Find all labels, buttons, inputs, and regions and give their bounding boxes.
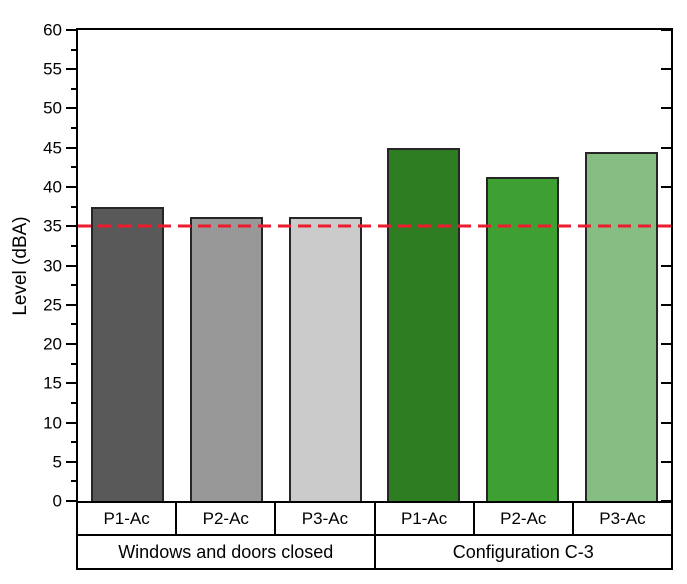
y-axis-right-tick [661,264,671,267]
bar-p2-ac-group1 [189,216,263,501]
y-axis-major-tick [66,29,76,31]
y-axis-tick-label: 25 [43,295,62,315]
y-axis-right-tick [661,185,671,188]
category-label: P2-Ac [175,503,274,534]
y-axis-minor-tick [71,87,76,90]
bar-slot [473,30,572,501]
y-axis-major-tick [66,68,76,71]
bar-slot [177,30,276,501]
y-axis-major-tick [66,460,76,463]
y-axis-title: Level (dBA) [10,216,31,316]
group-label-row: Windows and doors closed Configuration C… [78,536,671,568]
y-axis-tick-label: 55 [43,59,62,79]
y-axis-major-tick [66,185,76,188]
y-axis-major-tick [66,421,76,424]
y-axis-tick-label: 10 [43,413,62,432]
y-axis-right-tick [661,146,671,149]
category-label: P3-Ac [571,503,671,534]
y-axis-tick-label: 0 [52,491,62,511]
y-axis-minor-tick [71,323,76,326]
y-axis-major-tick [66,500,76,502]
y-axis-tick-label: 30 [43,256,62,275]
y-axis-major-tick [66,342,76,345]
reference-line [78,224,671,228]
y-axis-right-tick [661,382,671,385]
y-axis-major-tick [66,225,76,228]
y-axis-tick-label: 50 [43,98,62,118]
bar-slot [374,30,473,501]
y-axis-major-tick [66,382,76,385]
y-axis-right-tick [661,68,671,71]
bar-slot [276,30,375,501]
category-label: P3-Ac [274,503,373,534]
y-axis-minor-tick [71,284,76,287]
y-axis-major-tick [66,107,76,110]
category-label-row: P1-Ac P2-Ac P3-Ac P1-Ac P2-Ac P3-Ac [78,503,671,536]
bar-slot [78,30,177,501]
y-axis-major-tick [66,303,76,306]
bar-slot [572,30,671,501]
y-axis-tick-label: 35 [43,216,62,236]
y-axis-minor-tick [71,244,76,247]
bar-p1-ac-group2 [387,147,461,501]
y-axis-major-tick [66,264,76,267]
y-axis-minor-tick [71,205,76,208]
y-axis-right-tick [661,342,671,345]
y-axis-minor-tick [71,48,76,51]
bar-p3-ac-group1 [288,216,362,501]
y-axis-right-tick [661,421,671,424]
y-axis-minor-tick [71,401,76,404]
y-axis-right-tick [661,29,671,31]
x-axis-table: P1-Ac P2-Ac P3-Ac P1-Ac P2-Ac P3-Ac Wind… [76,501,673,570]
y-axis-right-tick [661,460,671,463]
bar-p3-ac-group2 [585,152,659,501]
y-axis-tick-label: 45 [43,138,62,158]
y-axis-minor-tick [71,127,76,130]
y-axis-minor-tick [71,441,76,444]
y-axis-tick-label: 15 [43,373,62,393]
y-axis-major-tick [66,146,76,149]
y-axis-minor-tick [71,362,76,365]
y-axis-right-tick [661,303,671,306]
y-axis-tick-label: 20 [43,334,62,354]
y-axis-minor-tick [71,166,76,169]
category-label: P2-Ac [472,503,572,534]
group-label: Windows and doors closed [118,542,334,562]
category-label: P1-Ac [103,509,150,528]
y-axis-minor-tick [71,480,76,483]
y-axis-tick-label: 60 [43,20,62,40]
category-label: P1-Ac [373,503,473,534]
bars-container [78,30,671,501]
bar-p2-ac-group2 [486,176,560,501]
y-axis-tick-label: 40 [43,177,62,197]
y-axis-right-tick [661,107,671,110]
y-axis-tick-label: 5 [52,452,62,472]
plot-area: 0 5 10 15 20 25 30 35 40 45 50 55 60 [43,22,673,510]
bar-p1-ac-group1 [90,207,164,501]
group-label: Configuration C-3 [373,536,672,568]
